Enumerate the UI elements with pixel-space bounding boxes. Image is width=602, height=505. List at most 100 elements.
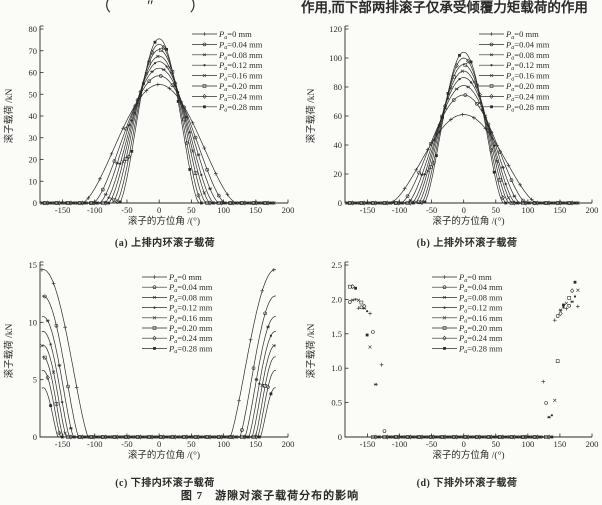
legend-label: Pa=0.24 mm xyxy=(218,91,263,103)
marker-diamond xyxy=(385,200,390,206)
marker-square xyxy=(43,355,47,360)
marker-plus xyxy=(190,120,195,125)
marker-circle xyxy=(567,303,572,308)
x-axis-title: 滚子的方位角 /(°) xyxy=(432,215,504,227)
marker-fsquare xyxy=(49,201,53,205)
marker-diamond xyxy=(231,434,236,440)
legend-label: Pa=0.08 mm xyxy=(168,292,213,304)
legend-label: Pa=0.08 mm xyxy=(218,50,263,62)
chart-c-lower-inner-ring: -150 -100 -50 0 50 100 150 200 0 5 10 15 滚子载荷 /kN 滚子的… xyxy=(3,260,295,461)
marker-fsquare xyxy=(211,435,215,439)
marker-x xyxy=(553,398,557,403)
marker-circle xyxy=(463,93,468,97)
marker-circle xyxy=(442,285,447,290)
marker-fsquare xyxy=(203,105,206,109)
x-axis-tick-label: 200 xyxy=(282,205,295,215)
y-axis-tick-label: 40 xyxy=(29,111,38,121)
marker-diamond xyxy=(477,434,482,440)
marker-fsquare xyxy=(504,435,508,439)
marker-asterisk xyxy=(442,295,447,299)
marker-asterisk xyxy=(115,161,120,165)
marker-fsquare xyxy=(481,108,485,112)
y-axis-title: 滚子载荷 /kN xyxy=(3,89,15,144)
marker-diamond xyxy=(254,200,259,206)
marker-fsquare xyxy=(141,435,145,439)
marker-diamond xyxy=(466,58,471,64)
marker-dot xyxy=(562,306,565,309)
x-axis-tick-label: 100 xyxy=(521,439,534,449)
marker-circle xyxy=(205,167,209,172)
marker-square xyxy=(152,326,157,330)
marker-square xyxy=(124,157,128,161)
marker-fsquare xyxy=(199,201,203,205)
marker-fsquare xyxy=(446,435,450,439)
marker-x xyxy=(121,159,125,164)
marker-fsquare xyxy=(388,435,392,439)
marker-diamond xyxy=(115,199,120,205)
x-axis-tick-label: -150 xyxy=(360,205,376,215)
marker-fsquare xyxy=(573,201,577,205)
marker-dot xyxy=(269,334,273,337)
marker-diamond xyxy=(92,200,97,206)
y-axis-tick-label: 0.5 xyxy=(331,398,342,408)
marker-fsquare xyxy=(153,40,157,44)
marker-plus xyxy=(144,88,149,93)
marker-diamond xyxy=(489,93,494,99)
marker-plus xyxy=(248,337,253,342)
marker-asterisk xyxy=(152,295,157,299)
marker-fsquare xyxy=(49,404,53,407)
marker-asterisk xyxy=(254,378,259,382)
marker-circle xyxy=(193,135,198,140)
marker-plus xyxy=(86,196,91,200)
marker-fsquare xyxy=(354,286,357,290)
marker-circle xyxy=(202,42,207,47)
marker-diamond xyxy=(535,200,540,206)
legend-label: Pa=0.12 mm xyxy=(458,303,503,315)
marker-circle xyxy=(152,285,157,290)
marker-asterisk xyxy=(373,382,378,386)
x-axis-title: 滚子的方位角 /(°) xyxy=(128,215,200,227)
y-axis-tick-label: 60 xyxy=(334,111,343,121)
marker-x xyxy=(564,301,569,306)
marker-fsquare xyxy=(246,201,250,205)
marker-diamond xyxy=(207,434,213,440)
marker-diamond xyxy=(219,200,224,206)
marker-x xyxy=(414,435,418,439)
marker-asterisk xyxy=(45,319,50,323)
marker-diamond xyxy=(126,154,131,160)
marker-circle xyxy=(251,366,256,370)
marker-dot xyxy=(504,182,507,186)
x-axis-tick-label: 200 xyxy=(282,439,295,449)
caption-chart-a: (a) 上排内环滚子载荷 xyxy=(114,238,216,249)
marker-diamond xyxy=(231,200,236,206)
marker-fsquare xyxy=(377,201,381,205)
marker-diamond xyxy=(362,303,367,309)
x-axis-tick-label: 50 xyxy=(187,205,196,215)
marker-x xyxy=(506,435,511,439)
marker-x xyxy=(152,316,157,320)
y-axis-tick-label: 40 xyxy=(334,140,343,150)
marker-dot xyxy=(200,173,203,177)
marker-fsquare xyxy=(118,200,122,204)
marker-square xyxy=(193,171,198,175)
caption-chart-c: (c) 下排内环滚子载荷 xyxy=(115,478,215,489)
marker-x xyxy=(63,431,67,435)
marker-fsquare xyxy=(446,92,450,95)
chart-b-upper-outer-ring: -150 -100 -50 0 50 100 150 200 0 20 40 60 80 100 120 滚子… xyxy=(305,24,598,227)
marker-dot xyxy=(258,382,261,385)
marker-fsquare xyxy=(176,435,180,439)
marker-fsquare xyxy=(458,435,461,439)
cropped-formula-fragment: （ ″ ） xyxy=(95,0,222,15)
marker-x xyxy=(402,435,407,439)
x-axis-tick-label: 0 xyxy=(157,205,161,215)
marker-diamond xyxy=(202,93,207,99)
marker-fsquare xyxy=(490,105,493,109)
y-axis-tick-label: 50 xyxy=(29,89,38,99)
y-axis-title: 滚子载荷 /kN xyxy=(305,89,317,144)
marker-fsquare xyxy=(573,280,577,284)
marker-x xyxy=(202,73,207,78)
marker-diamond xyxy=(265,384,271,390)
marker-x xyxy=(260,383,264,388)
marker-asterisk xyxy=(454,87,459,91)
marker-asterisk xyxy=(103,192,108,197)
